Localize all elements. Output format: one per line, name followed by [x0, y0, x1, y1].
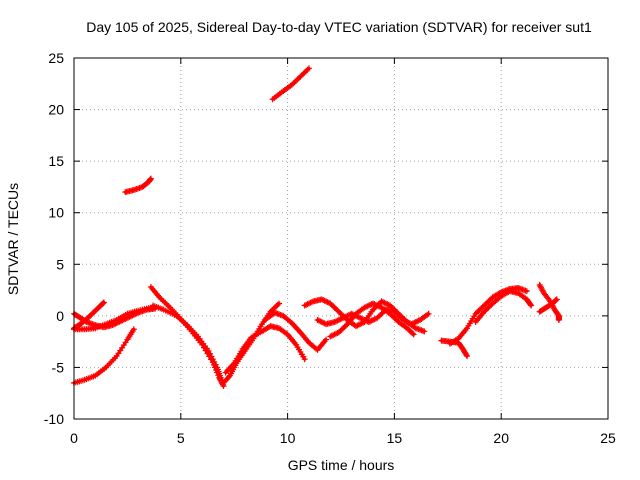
data-point: [305, 65, 312, 72]
series-trace: [72, 327, 136, 385]
data-point: [527, 301, 534, 308]
series-arc-18: [536, 281, 562, 323]
data-series: [71, 65, 562, 389]
data-point: [464, 353, 471, 360]
series-arc-10: [263, 309, 330, 353]
series-arc-7: [150, 302, 225, 383]
series-arc-11: [269, 65, 312, 103]
data-point: [425, 310, 432, 317]
x-tick-label: 10: [280, 430, 296, 446]
data-point: [463, 351, 470, 358]
y-tick-label: 5: [56, 256, 64, 272]
x-tick-label: 0: [70, 430, 78, 446]
data-point: [301, 356, 308, 363]
chart-title: Day 105 of 2025, Sidereal Day-to-day VTE…: [86, 19, 592, 35]
x-tick-label: 5: [177, 430, 185, 446]
data-point: [410, 331, 417, 338]
series-arc-14: [327, 300, 417, 340]
data-point: [528, 302, 535, 309]
data-point: [130, 326, 137, 333]
data-point: [553, 296, 560, 303]
series-arc-1: [71, 326, 137, 386]
data-point: [147, 175, 154, 182]
y-tick-label: 15: [48, 153, 64, 169]
x-tick-label: 15: [387, 430, 403, 446]
series-arc-9: [222, 323, 308, 376]
y-tick-label: 0: [56, 308, 64, 324]
series-arc-19: [536, 296, 560, 315]
x-tick-label: 25: [600, 430, 616, 446]
y-tick-label: 20: [48, 102, 64, 118]
x-axis-label: GPS time / hours: [288, 457, 395, 473]
axis-ticks: 0 5 10 15 20 25 -10 -5 0 5 10 15 20 25: [44, 50, 616, 446]
data-point: [555, 316, 562, 323]
series-arc-4: [71, 304, 154, 333]
series-arc-6: [147, 283, 227, 389]
data-point: [100, 299, 107, 306]
grid: [74, 58, 608, 419]
series-arc-5: [122, 175, 154, 196]
data-point: [553, 297, 560, 304]
data-point: [421, 328, 428, 335]
data-point: [218, 376, 225, 383]
data-point: [276, 300, 283, 307]
data-point: [523, 288, 530, 295]
y-tick-label: 10: [48, 205, 64, 221]
plot-frame: [73, 57, 609, 420]
y-tick-label: 25: [48, 50, 64, 66]
series-trace: [151, 304, 223, 382]
y-axis-label: SDTVAR / TECUs: [5, 183, 21, 295]
series-arc-17: [472, 288, 535, 326]
data-point: [409, 330, 416, 337]
data-point: [100, 300, 107, 307]
y-tick-label: -5: [52, 359, 65, 375]
data-point: [323, 336, 330, 343]
y-tick-label: -10: [44, 411, 64, 427]
data-point: [225, 373, 232, 380]
x-tick-label: 20: [493, 430, 509, 446]
